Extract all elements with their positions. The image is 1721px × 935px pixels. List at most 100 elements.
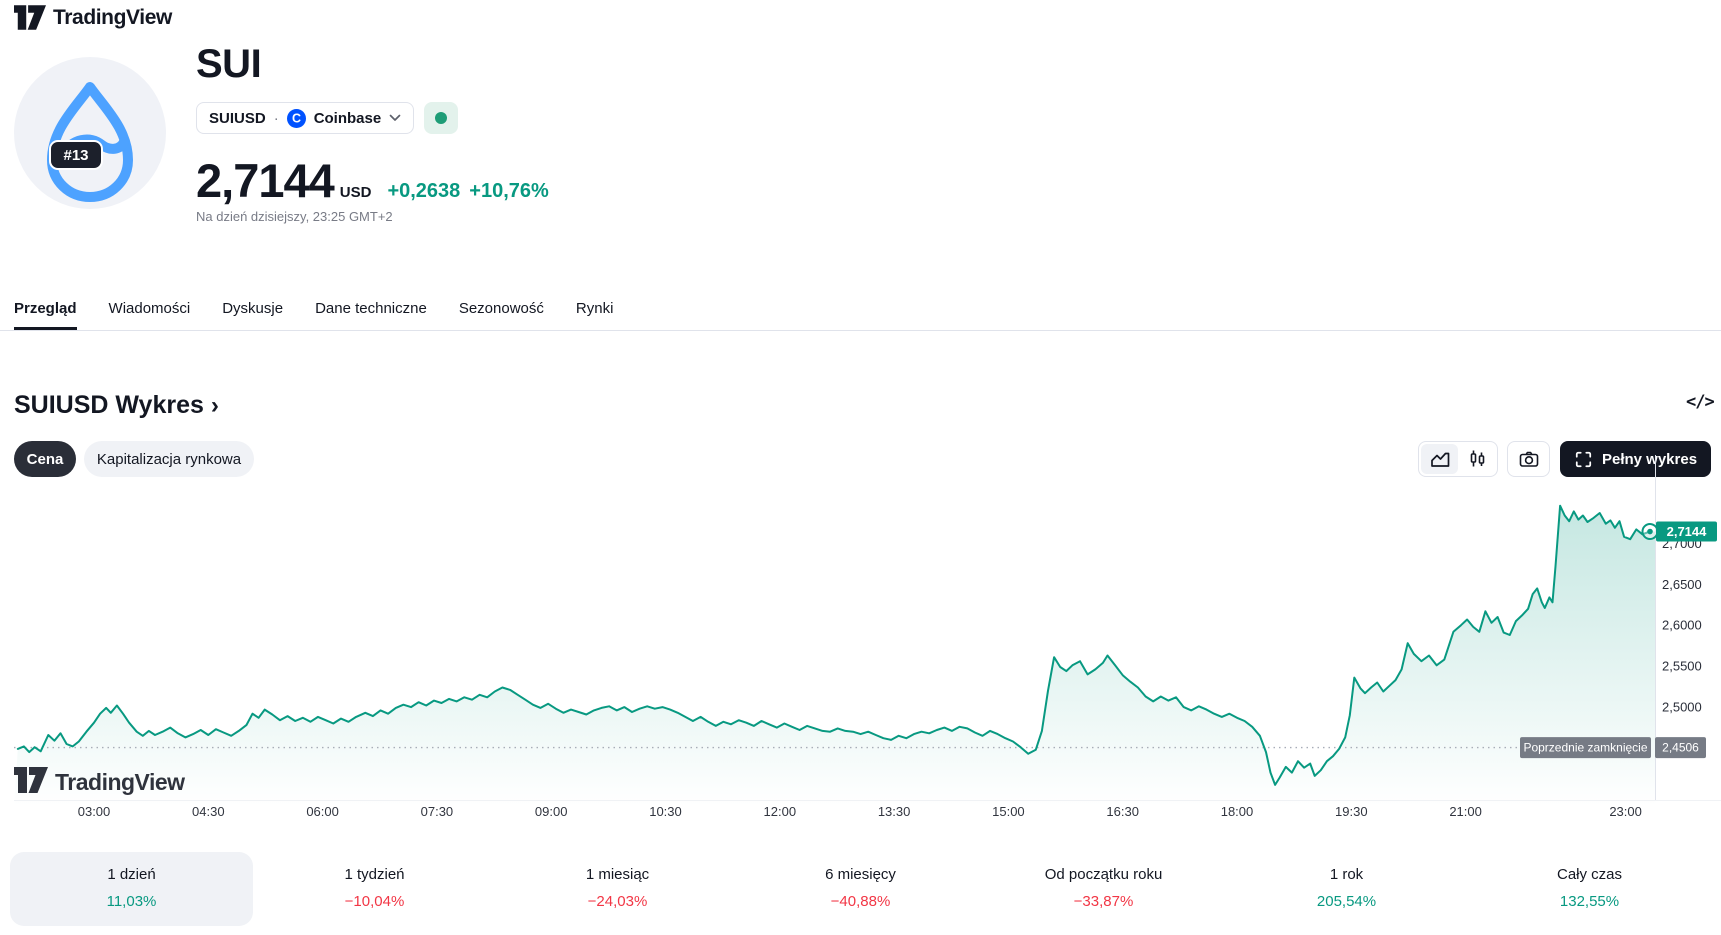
price-row: 2,7144 USD +0,2638 +10,76% — [196, 153, 549, 208]
coinbase-icon: C — [286, 108, 306, 128]
period-item-6[interactable]: 1 rok 205,54% — [1225, 852, 1468, 926]
period-change-value: −24,03% — [587, 893, 648, 910]
brand-name: TradingView — [53, 5, 172, 29]
period-change-value: 132,55% — [1559, 893, 1620, 910]
period-change-value: −10,04% — [344, 893, 405, 910]
period-item-3[interactable]: 1 miesiąc −24,03% — [496, 852, 739, 926]
fullscreen-chart-button[interactable]: Pełny wykres — [1560, 441, 1711, 477]
x-axis-label: 13:30 — [878, 804, 911, 819]
period-item-5[interactable]: Od początku roku −33,87% — [982, 852, 1225, 926]
tab-przegląd[interactable]: Przegląd — [14, 288, 77, 330]
prev-close-badge-label: Poprzednie zamknięcie — [1523, 741, 1647, 755]
period-change-value: −40,88% — [830, 893, 891, 910]
camera-icon — [1519, 451, 1538, 467]
y-axis-label: 2,6000 — [1662, 618, 1702, 633]
marketcap-toggle-button[interactable]: Kapitalizacja rynkowa — [84, 441, 254, 477]
prev-close-value: 2,4506 — [1662, 741, 1699, 755]
x-axis-label: 19:30 — [1335, 804, 1368, 819]
coin-avatar — [14, 57, 166, 209]
tab-sezonowość[interactable]: Sezonowość — [458, 300, 544, 317]
performance-period-row: 1 dzień 11,03% 1 tydzień −10,04% 1 miesiąc −2… — [10, 852, 1711, 926]
tab-wiadomości[interactable]: Wiadomości — [108, 300, 191, 317]
period-item-1[interactable]: 1 dzień 11,03% — [10, 852, 253, 926]
period-item-4[interactable]: 6 miesięcy −40,88% — [739, 852, 982, 926]
y-axis-label: 2,5500 — [1662, 659, 1702, 674]
x-axis-label: 16:30 — [1106, 804, 1139, 819]
period-label: 1 miesiąc — [585, 866, 650, 883]
tab-rynki[interactable]: Rynki — [575, 300, 614, 317]
asof-timestamp: Na dzień dzisiejszy, 23:25 GMT+2 — [196, 209, 393, 224]
tab-dane-techniczne[interactable]: Dane techniczne — [315, 300, 427, 317]
prev-close-value-badge — [1655, 737, 1706, 759]
last-price-badge — [1656, 521, 1717, 542]
price-toggle-button[interactable]: Cena — [14, 441, 76, 477]
prev-close-badge — [1520, 737, 1651, 759]
x-axis-label: 06:00 — [306, 804, 339, 819]
x-axis-label: 15:00 — [992, 804, 1025, 819]
period-label: 6 miesięcy — [825, 866, 896, 883]
price-change: +0,2638 +10,76% — [387, 180, 548, 203]
embed-code-button[interactable]: </> — [1686, 392, 1715, 412]
tab-bar: Przegląd Wiadomości Dyskusje Dane techniczn… — [0, 288, 1721, 331]
last-price-badge-value: 2,7144 — [1667, 524, 1708, 539]
area-chart-type-button[interactable] — [1421, 444, 1458, 474]
chevron-right-icon: › — [210, 392, 219, 419]
chart-section-title: SUIUSD Wykres — [14, 390, 204, 419]
chart-type-switcher — [1418, 441, 1498, 477]
x-axis-label: 23:00 — [1609, 804, 1642, 819]
period-label: 1 rok — [1329, 866, 1364, 883]
snapshot-button[interactable] — [1507, 441, 1550, 477]
page-title: SUI — [196, 42, 262, 86]
tradingview-logo-icon — [14, 5, 46, 30]
x-axis-label: 12:00 — [764, 804, 797, 819]
x-axis-label: 03:00 — [78, 804, 111, 819]
sui-logo-icon — [47, 82, 133, 202]
x-axis-label: 18:00 — [1221, 804, 1254, 819]
y-axis-label: 2,6500 — [1662, 577, 1702, 592]
x-axis-label: 10:30 — [649, 804, 682, 819]
x-axis-label: 21:00 — [1449, 804, 1482, 819]
tradingview-logo[interactable]: TradingView — [14, 5, 172, 30]
market-status-indicator — [424, 102, 459, 134]
current-price: 2,7144 — [196, 154, 335, 207]
area-fill — [14, 505, 1656, 807]
period-label: Cały czas — [1556, 866, 1623, 883]
x-axis-label: 04:30 — [192, 804, 225, 819]
period-label: Od początku roku — [1044, 866, 1163, 883]
symbol-row: SUIUSD · C Coinbase — [196, 102, 459, 134]
fullscreen-label: Pełny wykres — [1601, 450, 1698, 468]
exchange-name: Coinbase — [313, 109, 382, 127]
price-change-pct: +10,76% — [469, 180, 549, 202]
dot-separator: · — [273, 109, 279, 127]
candles-chart-type-button[interactable] — [1458, 444, 1495, 474]
price-change-abs: +0,2638 — [387, 180, 461, 202]
area-chart-icon — [1430, 452, 1449, 467]
svg-text:TradingView: TradingView — [55, 769, 185, 795]
x-axis-label: 07:30 — [421, 804, 454, 819]
price-line — [16, 504, 1651, 786]
tab-dyskusje[interactable]: Dyskusje — [222, 300, 284, 317]
svg-text:C: C — [292, 111, 301, 125]
chart-section-link[interactable]: SUIUSD Wykres › — [14, 390, 219, 420]
last-price-marker-dot — [1647, 528, 1653, 535]
symbol-exchange-dropdown[interactable]: SUIUSD · C Coinbase — [196, 102, 415, 134]
symbol-pair: SUIUSD — [209, 109, 266, 127]
period-label: 1 dzień — [107, 866, 156, 883]
fullscreen-icon — [1575, 451, 1592, 467]
chart-watermark: TradingView — [14, 767, 186, 795]
period-item-2[interactable]: 1 tydzień −10,04% — [253, 852, 496, 926]
period-item-7[interactable]: Cały czas 132,55% — [1468, 852, 1711, 926]
period-change-value: 11,03% — [106, 893, 157, 910]
period-change-value: 205,54% — [1316, 893, 1377, 910]
candlestick-icon — [1470, 450, 1484, 467]
price-chart-svg[interactable]: TradingView2,70002,65002,60002,55002,500… — [0, 455, 1721, 820]
period-label: 1 tydzień — [344, 866, 405, 883]
price-currency: USD — [339, 184, 372, 201]
period-change-value: −33,87% — [1073, 893, 1134, 910]
y-axis-label: 2,5000 — [1662, 700, 1702, 715]
chart-area: TradingView 2,7000 2,6500 2,6000 2,5500 2,500… — [0, 455, 1721, 820]
chevron-down-icon — [389, 114, 401, 121]
x-axis-label: 09:00 — [535, 804, 568, 819]
rank-badge: #13 — [49, 140, 103, 170]
